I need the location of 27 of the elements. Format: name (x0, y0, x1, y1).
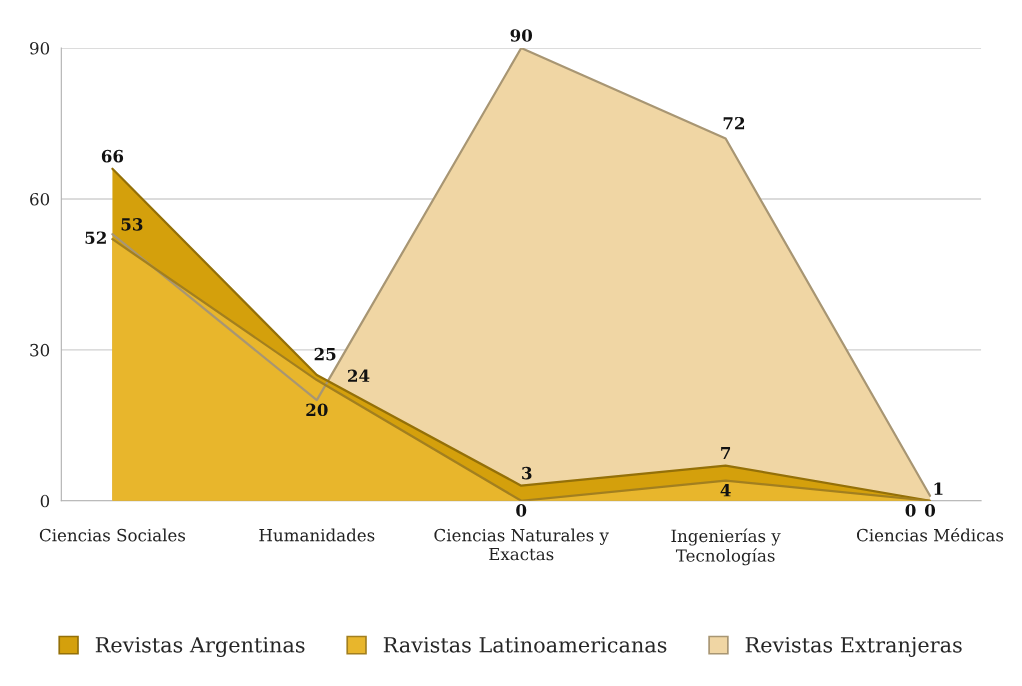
data-label: 0 (925, 504, 936, 517)
data-label: 7 (721, 446, 731, 460)
x-tick-label: Ingenierías y Tecnologías (671, 528, 781, 566)
data-label: 0 (905, 504, 916, 517)
data-label: 1 (934, 482, 943, 495)
data-label: 53 (121, 218, 143, 231)
data-label: 0 (516, 504, 527, 517)
data-label: 66 (101, 149, 124, 163)
y-tick-label: 90 (30, 41, 50, 55)
x-tick-label: Humanidades (259, 528, 375, 542)
data-label: 3 (522, 466, 532, 480)
x-tick-label: Ciencias Médicas (857, 527, 1004, 542)
data-label: 52 (85, 231, 106, 245)
y-tick-label: 0 (40, 494, 50, 508)
legend-label: Revistas Argentinas (95, 637, 305, 657)
y-tick-label: 30 (30, 343, 50, 357)
data-label: 20 (306, 403, 328, 417)
data-label: 4 (720, 484, 731, 497)
y-tick-label: 60 (30, 192, 50, 206)
data-label: 72 (723, 116, 745, 130)
data-label: 90 (510, 29, 533, 42)
legend-label: Revistas Extranjeras (745, 637, 962, 657)
x-tick-label: Ciencias Sociales (39, 528, 186, 542)
legend-label: Ravistas Latinoamericanas (383, 637, 667, 653)
x-tick-label: Ciencias Naturales y Exactas (434, 528, 609, 561)
data-label: 24 (348, 369, 370, 382)
data-label: 25 (314, 347, 336, 361)
